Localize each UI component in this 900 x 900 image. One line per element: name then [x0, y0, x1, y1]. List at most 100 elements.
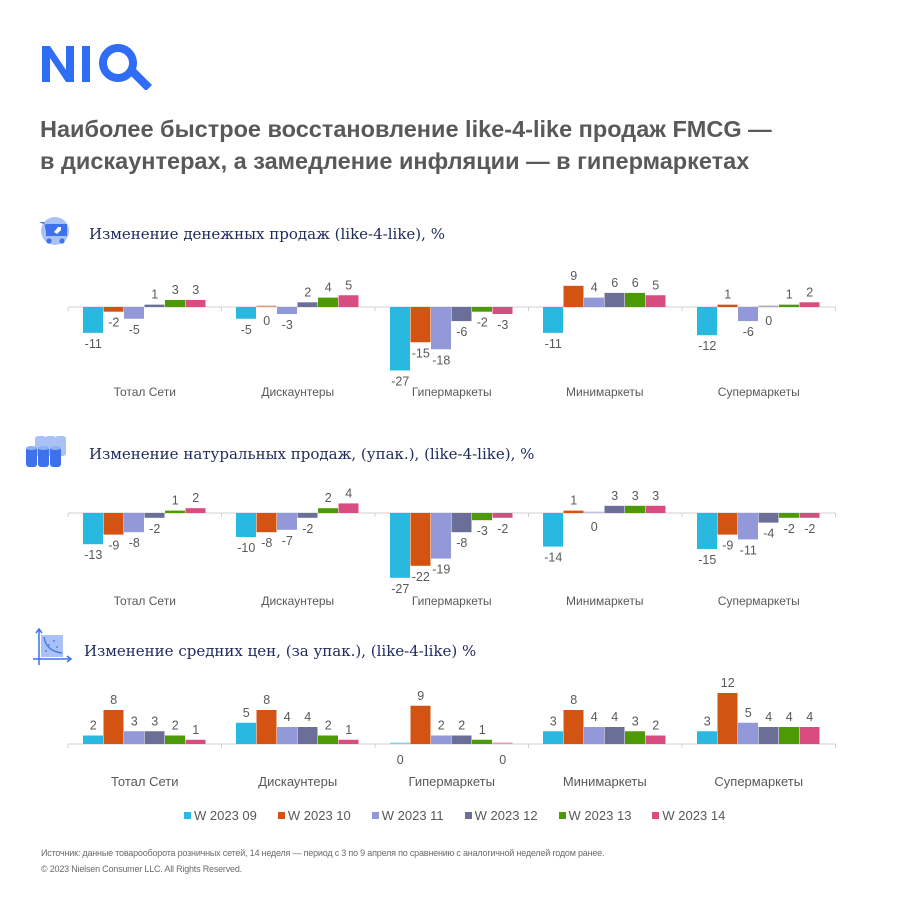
data-label: -11: [85, 337, 102, 351]
bar-Дискаунтеры-W 2023 11: [277, 307, 297, 315]
bar-Гипермаркеты-W 2023 11: [431, 735, 451, 744]
bar-Дискаунтеры-W 2023 13: [318, 297, 338, 307]
stacked-cans-icon: [25, 433, 73, 474]
data-label: -9: [722, 539, 733, 553]
bar-Тотал Сети-W 2023 10: [103, 710, 124, 744]
bar-Супермаркеты-W 2023 14: [799, 513, 820, 518]
bar-Тотал Сети-W 2023 11: [124, 731, 144, 744]
data-label: -3: [477, 524, 488, 538]
bar-Супермаркеты-W 2023 11: [738, 307, 758, 322]
bar-Дискаунтеры-W 2023 11: [277, 727, 297, 744]
data-label: 9: [417, 689, 424, 703]
section-title-avg-price: Изменение средних цен, (за упак.), (like…: [84, 641, 477, 660]
data-label: 5: [745, 706, 752, 720]
legend-item-w11: W 2023 11: [371, 808, 444, 823]
data-label: -2: [804, 522, 815, 536]
bar-Тотал Сети-W 2023 13: [165, 299, 185, 307]
data-label: 6: [632, 276, 639, 290]
data-label: 1: [724, 288, 731, 302]
bar-Тотал Сети-W 2023 10: [103, 307, 124, 312]
category-label: Минимаркеты: [562, 774, 647, 789]
bar-Дискаунтеры-W 2023 09: [236, 307, 256, 319]
bar-Супермаркеты-W 2023 09: [697, 731, 717, 744]
unit-sales-chart: -13-9 -8-21 2-10 -8 -7-22 4-27-22-19-8-3 -2-14…: [67, 486, 836, 596]
data-label: 3: [131, 714, 138, 728]
data-label: -5: [241, 323, 252, 337]
data-label: 1: [345, 723, 352, 737]
category-label: Супермаркеты: [717, 594, 800, 608]
niq-logo: [40, 38, 165, 91]
data-label: 4: [304, 710, 311, 724]
data-label: 0: [499, 753, 506, 767]
data-label: 4: [284, 710, 291, 724]
bar-Гипермаркеты-W 2023 10: [410, 307, 431, 343]
bar-Минимаркеты-W 2023 09: [543, 307, 563, 333]
data-label: 4: [786, 710, 793, 724]
bar-Минимаркеты-W 2023 14: [645, 505, 666, 513]
data-label: -8: [261, 536, 272, 550]
data-label: 1: [479, 723, 486, 737]
legend-swatch: [184, 812, 191, 819]
data-label: -11: [545, 337, 562, 351]
data-label: -22: [412, 570, 430, 584]
data-label: 4: [591, 710, 598, 724]
bar-Супермаркеты-W 2023 13: [779, 513, 799, 518]
data-label: 1: [172, 494, 179, 508]
data-label: -18: [432, 353, 450, 367]
bar-Гипермаркеты-W 2023 10: [410, 513, 431, 566]
data-label: 4: [591, 281, 598, 295]
niq-logo-mark: [42, 44, 152, 91]
bar-Минимаркеты-W 2023 10: [563, 710, 584, 744]
bar-Гипермаркеты-W 2023 09: [390, 307, 410, 371]
bar-Дискаунтеры-W 2023 10: [256, 305, 277, 307]
data-label: 3: [652, 489, 659, 503]
category-label: Гипермаркеты: [411, 594, 492, 608]
data-label: 2: [458, 719, 465, 733]
data-label: -19: [432, 563, 450, 577]
data-label: -6: [456, 325, 467, 339]
bar-Дискаунтеры-W 2023 13: [318, 735, 338, 744]
data-label: 12: [721, 676, 735, 690]
bar-Супермаркеты-W 2023 11: [738, 513, 758, 540]
data-label: -27: [391, 374, 409, 388]
data-label: 2: [325, 491, 332, 505]
bar-Тотал Сети-W 2023 14: [185, 739, 206, 744]
bar-Гипермаркеты-W 2023 14: [492, 513, 513, 518]
data-label: 5: [345, 278, 352, 292]
bar-Гипермаркеты-W 2023 12: [451, 307, 472, 322]
bar-Дискаунтеры-W 2023 13: [318, 508, 338, 513]
legend-item-w12: W 2023 12: [464, 808, 538, 823]
data-label: 4: [345, 486, 352, 500]
data-label: 1: [192, 723, 199, 737]
legend-label: W 2023 14: [662, 808, 726, 823]
data-label: 5: [243, 706, 250, 720]
category-label: Супермаркеты: [714, 774, 804, 789]
bar-Дискаунтеры-W 2023 14: [338, 739, 359, 744]
legend-label: W 2023 11: [381, 808, 444, 823]
legend-item-w09: W 2023 09: [184, 808, 257, 823]
data-label: 2: [304, 285, 311, 299]
data-label: -27: [391, 582, 409, 596]
bar-Тотал Сети-W 2023 13: [165, 510, 185, 513]
chart-legend: W 2023 09 W 2023 10 W 2023 11 W 2023 12 …: [184, 808, 746, 823]
bar-Тотал Сети-W 2023 13: [165, 735, 185, 744]
legend-label: W 2023 12: [474, 808, 538, 823]
source-footnote: Источник: данные товарооборота розничных…: [41, 848, 605, 858]
bar-Супермаркеты-W 2023 12: [758, 513, 779, 523]
bar-Минимаркеты-W 2023 13: [625, 505, 645, 513]
data-label: 9: [570, 269, 577, 283]
bar-Тотал Сети-W 2023 10: [103, 513, 124, 535]
bar-Супермаркеты-W 2023 10: [717, 304, 738, 307]
data-label: -6: [743, 325, 754, 339]
bar-Тотал Сети-W 2023 12: [144, 304, 165, 307]
section-header-money-sales: Изменение денежных продаж (like-4-like),…: [36, 213, 445, 254]
category-label: Дискаунтеры: [258, 774, 338, 789]
data-label: -10: [237, 541, 255, 555]
data-label: 4: [765, 710, 772, 724]
category-label: Минимаркеты: [566, 594, 644, 608]
bar-Супермаркеты-W 2023 12: [758, 305, 779, 307]
data-label: -2: [497, 522, 508, 536]
bar-Минимаркеты-W 2023 10: [563, 510, 584, 513]
bar-Дискаунтеры-W 2023 14: [338, 295, 359, 307]
category-label: Дискаунтеры: [261, 594, 335, 608]
